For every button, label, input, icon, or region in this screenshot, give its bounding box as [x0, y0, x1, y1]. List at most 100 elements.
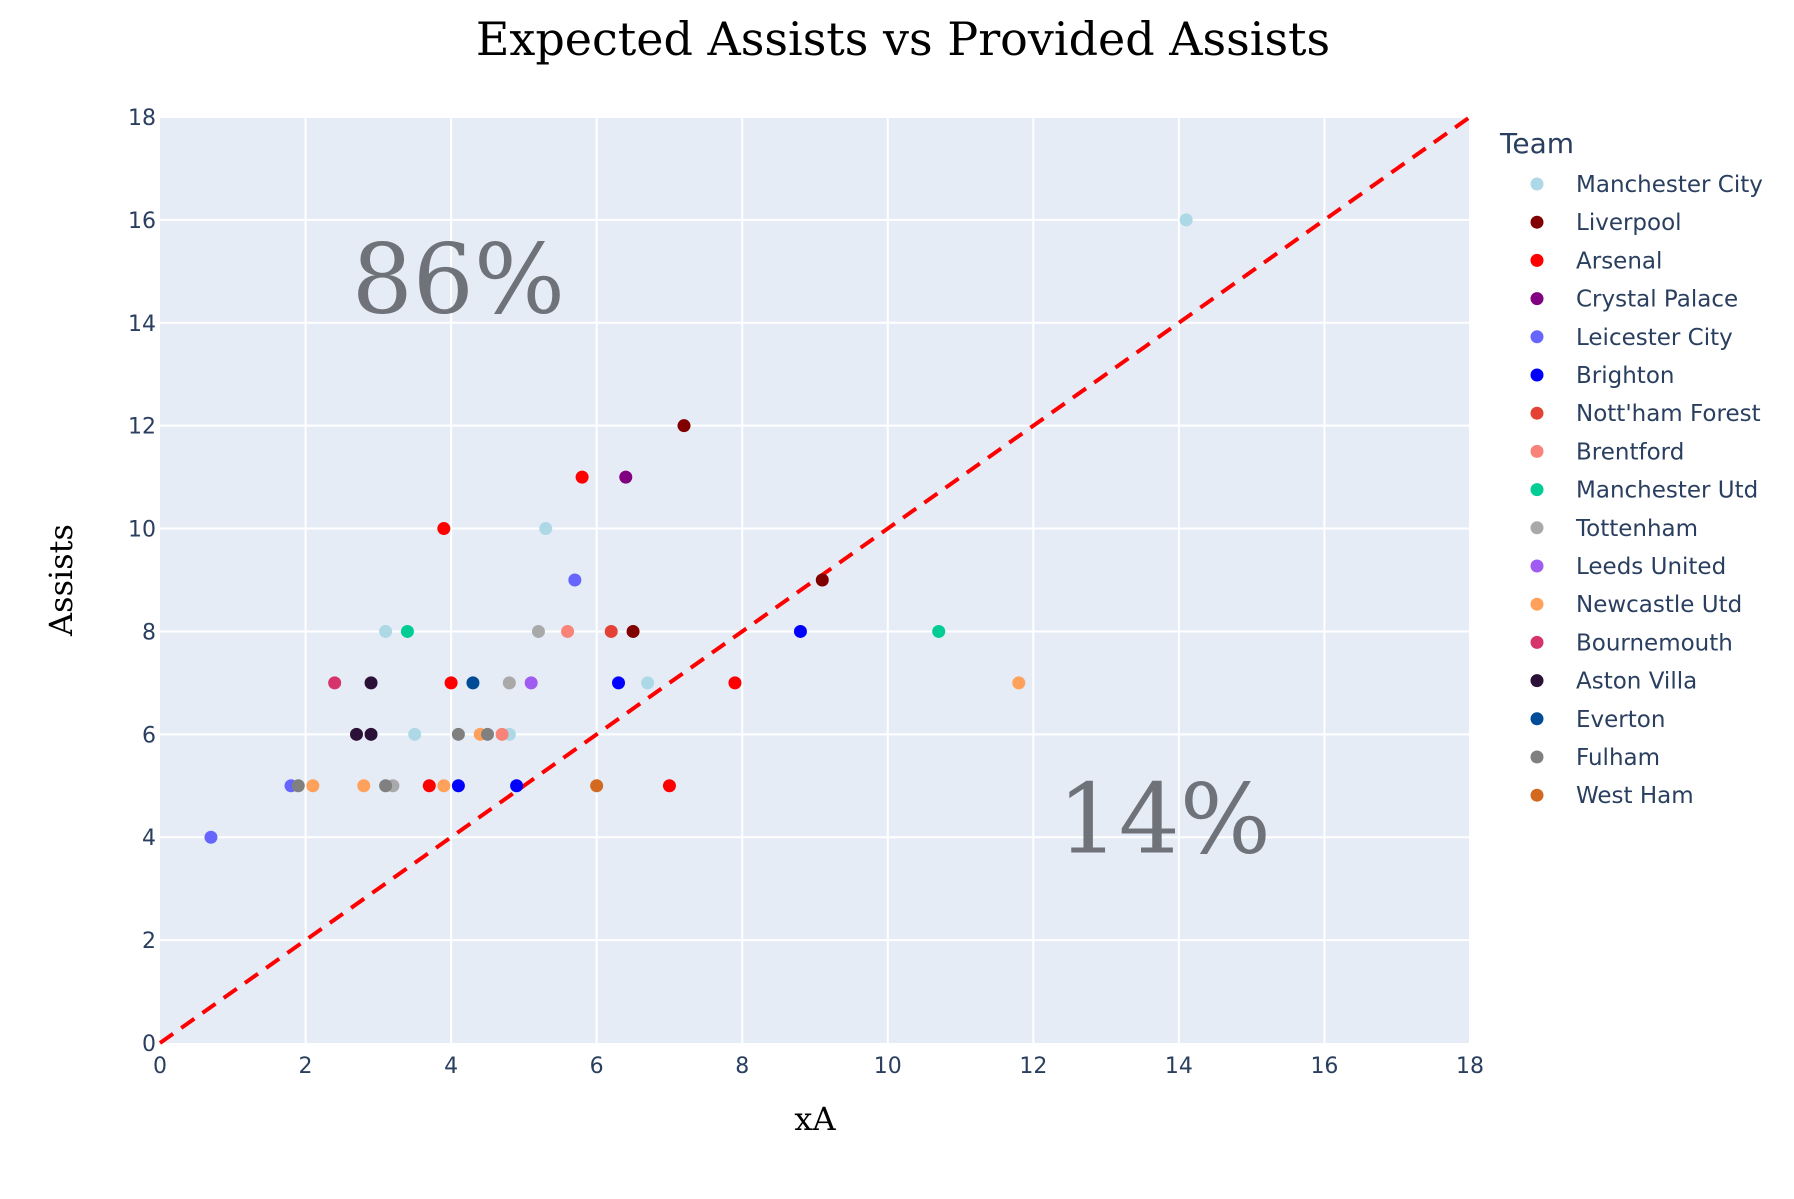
- data-point[interactable]: [495, 727, 509, 741]
- data-point[interactable]: [451, 727, 465, 741]
- legend-item-label[interactable]: Newcastle Utd: [1576, 592, 1742, 618]
- legend-marker[interactable]: [1530, 215, 1544, 229]
- legend-marker[interactable]: [1530, 368, 1544, 382]
- data-point[interactable]: [481, 727, 494, 741]
- data-point[interactable]: [1179, 213, 1193, 227]
- reference-line: [158, 115, 1472, 1045]
- x-tick-label: 16: [1310, 1054, 1338, 1079]
- chart-title: Expected Assists vs Provided Assists: [476, 12, 1330, 66]
- legend-item-label[interactable]: Bournemouth: [1576, 630, 1733, 656]
- data-point[interactable]: [561, 624, 575, 638]
- annotations: 86% 14%: [352, 223, 1271, 875]
- data-point[interactable]: [204, 830, 218, 844]
- data-point[interactable]: [626, 624, 640, 638]
- data-point[interactable]: [932, 624, 946, 638]
- data-point[interactable]: [677, 419, 691, 433]
- legend-item-label[interactable]: Leeds United: [1576, 554, 1726, 580]
- legend-marker[interactable]: [1530, 253, 1544, 267]
- legend-marker[interactable]: [1530, 406, 1544, 420]
- legend-item-label[interactable]: Manchester City: [1576, 172, 1763, 198]
- data-point[interactable]: [379, 624, 393, 638]
- legend-item-label[interactable]: Manchester Utd: [1576, 478, 1758, 504]
- y-tick-label: 10: [128, 518, 156, 543]
- legend-item-label[interactable]: Crystal Palace: [1576, 287, 1738, 313]
- data-point[interactable]: [524, 676, 538, 690]
- legend-marker[interactable]: [1530, 788, 1544, 802]
- data-point[interactable]: [815, 573, 829, 587]
- data-point[interactable]: [379, 779, 393, 793]
- data-point[interactable]: [604, 624, 618, 638]
- y-tick-label: 0: [142, 1032, 156, 1057]
- x-tick-label: 0: [153, 1054, 167, 1079]
- data-point[interactable]: [364, 676, 378, 690]
- legend-marker[interactable]: [1530, 330, 1544, 344]
- data-point[interactable]: [728, 676, 742, 690]
- data-point[interactable]: [1012, 676, 1026, 690]
- legend-item-label[interactable]: Leicester City: [1576, 325, 1733, 351]
- data-point[interactable]: [306, 779, 320, 793]
- data-point[interactable]: [568, 573, 582, 587]
- x-tick-label: 14: [1165, 1054, 1193, 1079]
- data-point[interactable]: [291, 779, 305, 793]
- legend-marker[interactable]: [1530, 674, 1544, 688]
- legend-marker[interactable]: [1530, 521, 1544, 535]
- legend-item-label[interactable]: Brentford: [1576, 439, 1684, 465]
- legend-marker[interactable]: [1530, 712, 1544, 726]
- data-point[interactable]: [350, 727, 363, 741]
- x-tick-label: 6: [590, 1054, 604, 1079]
- data-point[interactable]: [466, 676, 480, 690]
- x-axis-label: xA: [794, 1100, 836, 1138]
- data-point[interactable]: [793, 624, 807, 638]
- legend-title: Team: [1499, 127, 1574, 160]
- data-point[interactable]: [531, 624, 545, 638]
- data-point[interactable]: [364, 727, 378, 741]
- data-point[interactable]: [437, 779, 451, 793]
- data-point[interactable]: [328, 676, 342, 690]
- legend-marker[interactable]: [1530, 750, 1544, 764]
- data-point[interactable]: [612, 676, 625, 690]
- x-tick-label: 8: [735, 1054, 749, 1079]
- legend-marker[interactable]: [1530, 597, 1544, 611]
- data-point[interactable]: [437, 522, 451, 536]
- y-tick-label: 4: [142, 826, 156, 851]
- legend-marker[interactable]: [1530, 635, 1544, 649]
- legend-item-label[interactable]: Nott'ham Forest: [1576, 401, 1761, 427]
- grid-lines: [160, 116, 1471, 1043]
- data-point[interactable]: [641, 676, 655, 690]
- legend-item-label[interactable]: Arsenal: [1576, 248, 1662, 274]
- legend-marker[interactable]: [1530, 292, 1544, 306]
- data-point[interactable]: [510, 779, 524, 793]
- legend-item-label[interactable]: Brighton: [1576, 363, 1674, 389]
- data-point[interactable]: [451, 779, 465, 793]
- legend-item-label[interactable]: Aston Villa: [1576, 669, 1697, 695]
- data-point[interactable]: [590, 779, 604, 793]
- y-tick-label: 12: [128, 415, 156, 440]
- data-point[interactable]: [502, 676, 516, 690]
- legend-item-label[interactable]: Liverpool: [1576, 210, 1682, 236]
- x-tick-label: 10: [874, 1054, 902, 1079]
- legend-marker[interactable]: [1530, 177, 1544, 191]
- legend-marker[interactable]: [1530, 444, 1544, 458]
- data-point[interactable]: [575, 470, 589, 484]
- data-point[interactable]: [400, 624, 414, 638]
- data-point[interactable]: [444, 676, 458, 690]
- legend-item-label[interactable]: Everton: [1576, 707, 1665, 733]
- x-tick-label: 2: [299, 1054, 313, 1079]
- x-tick-labels: 0 2 4 6 8 10 12 14 16 18: [153, 1054, 1484, 1079]
- legend: Team Manchester City Liverpool Arsenal Crys…: [1499, 127, 1763, 809]
- legend-item-label[interactable]: Fulham: [1576, 745, 1660, 771]
- legend-marker[interactable]: [1530, 483, 1544, 497]
- legend-item-label[interactable]: West Ham: [1576, 783, 1694, 809]
- y-axis-label: Assists: [42, 524, 80, 637]
- data-point[interactable]: [619, 470, 633, 484]
- legend-item-label[interactable]: Tottenham: [1575, 516, 1698, 542]
- data-point[interactable]: [422, 779, 436, 793]
- data-point[interactable]: [408, 727, 422, 741]
- data-point[interactable]: [539, 522, 553, 536]
- data-point[interactable]: [357, 779, 371, 793]
- data-point[interactable]: [662, 779, 676, 793]
- legend-marker[interactable]: [1530, 559, 1544, 573]
- data-points: [204, 213, 1193, 844]
